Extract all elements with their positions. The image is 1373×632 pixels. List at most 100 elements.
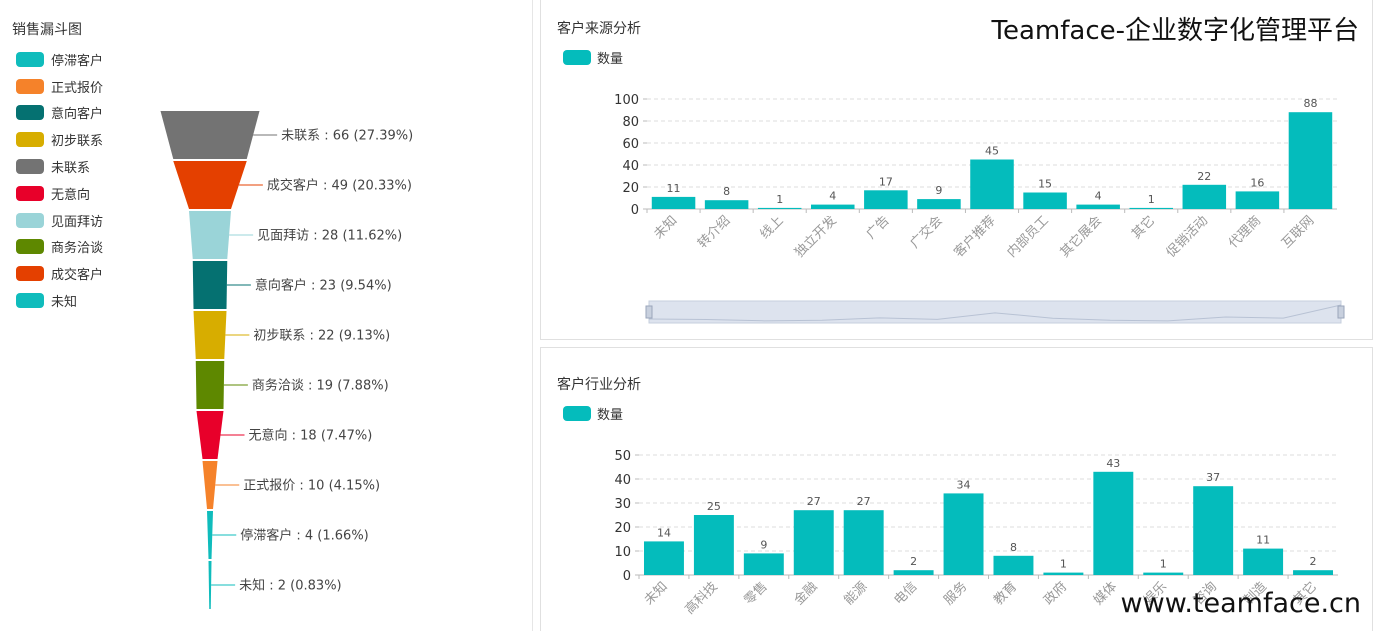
- x-tick-label: 零售: [741, 579, 771, 609]
- bar-value-label: 1: [1160, 558, 1167, 571]
- bar-value-label: 8: [723, 185, 730, 198]
- x-tick-label: 线上: [758, 213, 787, 242]
- bar[interactable]: [894, 570, 934, 575]
- x-tick-label: 互联网: [1279, 213, 1317, 251]
- funnel-label: 未知 : 2 (0.83%): [239, 578, 342, 594]
- bar[interactable]: [652, 197, 696, 209]
- x-tick-label: 促销活动: [1164, 213, 1211, 260]
- bar-value-label: 22: [1197, 170, 1211, 183]
- y-tick-label: 60: [622, 137, 639, 152]
- bar-value-label: 37: [1206, 471, 1220, 484]
- y-tick-label: 50: [614, 449, 631, 464]
- bar[interactable]: [1023, 193, 1067, 210]
- bar[interactable]: [993, 556, 1033, 575]
- bar-value-label: 88: [1303, 97, 1317, 110]
- zoom-handle-left[interactable]: [646, 306, 652, 318]
- bar[interactable]: [758, 208, 802, 209]
- x-tick-label: 电信: [891, 579, 920, 608]
- bar[interactable]: [1293, 570, 1333, 575]
- y-tick-label: 30: [614, 497, 631, 512]
- bar-value-label: 1: [1060, 558, 1067, 571]
- funnel-segment[interactable]: [194, 311, 227, 359]
- funnel-label: 意向客户 : 23 (9.54%): [255, 278, 392, 294]
- y-tick-label: 80: [622, 115, 639, 130]
- x-tick-label: 媒体: [1091, 579, 1120, 608]
- bar[interactable]: [705, 200, 749, 209]
- bar-value-label: 14: [657, 526, 671, 539]
- x-tick-label: 其它: [1128, 213, 1158, 243]
- zoom-track[interactable]: [649, 301, 1341, 323]
- bar[interactable]: [1076, 205, 1120, 209]
- bar[interactable]: [864, 190, 908, 209]
- funnel-segment[interactable]: [207, 511, 213, 559]
- bar[interactable]: [811, 205, 855, 209]
- data-zoom-slider[interactable]: [646, 301, 1344, 323]
- bar-value-label: 27: [857, 495, 871, 508]
- y-tick-label: 20: [614, 521, 631, 536]
- bar[interactable]: [1143, 573, 1183, 575]
- bar-value-label: 34: [957, 478, 971, 491]
- bar-value-label: 1: [1148, 193, 1155, 206]
- funnel-segment[interactable]: [189, 211, 231, 259]
- funnel-segment[interactable]: [209, 561, 212, 609]
- bar[interactable]: [744, 553, 784, 575]
- bar-value-label: 8: [1010, 541, 1017, 554]
- funnel-label: 停滞客户 : 4 (1.66%): [240, 528, 369, 544]
- x-tick-label: 广交会: [907, 213, 946, 252]
- bar-value-label: 1: [776, 193, 783, 206]
- bar-value-label: 45: [985, 145, 999, 158]
- bar[interactable]: [1236, 191, 1280, 209]
- bar-value-label: 43: [1106, 457, 1120, 470]
- y-tick-label: 40: [614, 473, 631, 488]
- y-tick-label: 100: [614, 93, 639, 108]
- x-tick-label: 客户推荐: [951, 213, 999, 261]
- bar[interactable]: [844, 510, 884, 575]
- bar-value-label: 4: [829, 190, 836, 203]
- bar[interactable]: [917, 199, 961, 209]
- bar-value-label: 9: [935, 184, 942, 197]
- bar-value-label: 11: [667, 182, 681, 195]
- funnel-label: 正式报价 : 10 (4.15%): [243, 479, 380, 494]
- x-tick-label: 金融: [791, 579, 821, 609]
- bar[interactable]: [1289, 112, 1333, 209]
- brand-url: www.teamface.cn: [1121, 588, 1361, 619]
- funnel-segment[interactable]: [196, 361, 225, 409]
- x-tick-label: 转介绍: [695, 213, 733, 251]
- x-tick-label: 其它展会: [1057, 213, 1105, 261]
- bar[interactable]: [794, 510, 834, 575]
- funnel-segment[interactable]: [173, 161, 247, 209]
- bar-value-label: 4: [1095, 190, 1102, 203]
- x-tick-label: 内部员工: [1004, 213, 1052, 261]
- bar-value-label: 11: [1256, 534, 1270, 547]
- x-tick-label: 能源: [842, 579, 871, 608]
- y-tick-label: 0: [631, 203, 639, 218]
- bar[interactable]: [1093, 472, 1133, 575]
- funnel-segment[interactable]: [197, 411, 224, 459]
- y-tick-label: 0: [623, 569, 631, 584]
- funnel-label: 无意向 : 18 (7.47%): [249, 428, 373, 444]
- bar-value-label: 25: [707, 500, 721, 513]
- brand-title: Teamface-企业数字化管理平台: [992, 10, 1359, 47]
- bar-value-label: 15: [1038, 178, 1052, 191]
- bar[interactable]: [944, 493, 984, 575]
- bar[interactable]: [1043, 573, 1083, 575]
- bar[interactable]: [970, 160, 1014, 210]
- bar-value-label: 2: [910, 555, 917, 568]
- zoom-handle-right[interactable]: [1338, 306, 1344, 318]
- y-tick-label: 40: [622, 159, 639, 174]
- bar-value-label: 27: [807, 495, 821, 508]
- funnel-segment[interactable]: [161, 111, 260, 159]
- x-tick-label: 广告: [864, 213, 893, 242]
- y-tick-label: 20: [622, 181, 639, 196]
- funnel-segment[interactable]: [193, 261, 228, 309]
- x-tick-label: 服务: [941, 579, 971, 609]
- funnel-label: 未联系 : 66 (27.39%): [281, 129, 413, 144]
- bar[interactable]: [1193, 486, 1233, 575]
- x-tick-label: 政府: [1041, 579, 1070, 608]
- bar[interactable]: [1183, 185, 1227, 209]
- bar[interactable]: [1243, 549, 1283, 575]
- bar[interactable]: [644, 541, 684, 575]
- bar[interactable]: [694, 515, 734, 575]
- bar[interactable]: [1129, 208, 1173, 209]
- bar-value-label: 2: [1310, 555, 1317, 568]
